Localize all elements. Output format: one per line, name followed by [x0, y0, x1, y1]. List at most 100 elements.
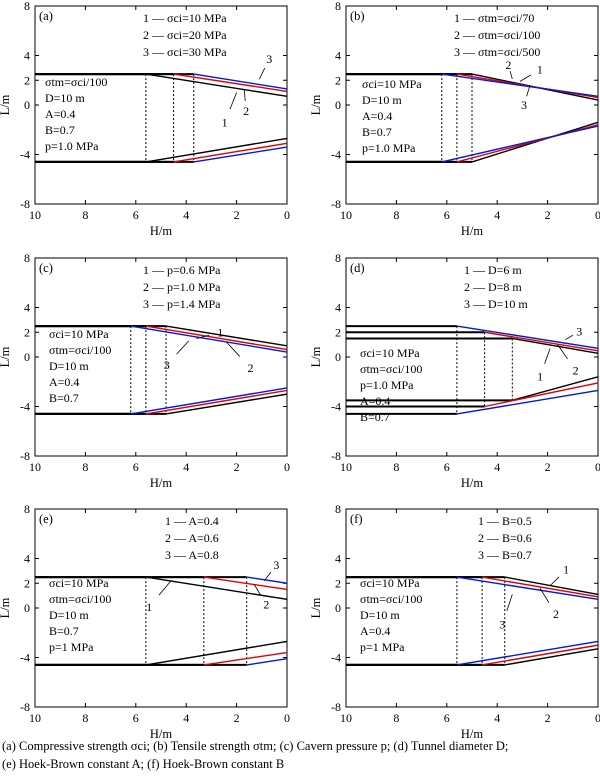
- x-tick-label: 2: [545, 460, 551, 474]
- y-tick-label: 4: [24, 301, 30, 315]
- legend-entry: 1 — A=0.4: [165, 514, 219, 528]
- parameter-text: σci=10 MPa: [360, 346, 420, 360]
- chart-panel-f: 8 4 2 0 -4 -810 8 6 4 2 0 H/m L/m (f) 1 2 3 1 — B=0.5 2 — …: [309, 502, 600, 741]
- y-tick-label: 8: [335, 0, 341, 13]
- series-3-upper-line: [193, 73, 288, 90]
- y-tick-label: 2: [24, 576, 30, 590]
- callout-label-2: 2: [505, 58, 511, 72]
- y-tick-label: -4: [20, 651, 30, 665]
- y-tick-label: 0: [335, 601, 341, 615]
- series-2-lower-line: [145, 389, 288, 415]
- y-tick-label: -8: [331, 197, 341, 211]
- y-tick-label: 0: [335, 98, 341, 112]
- parameter-text: p=1 MPa: [49, 640, 94, 654]
- chart-panel-b: 8 4 2 0 -4 -810 8 6 4 2 0 H/m L/m (b) 1 2 3 1 — σtm=σci/7…: [309, 0, 600, 238]
- series-2-upper-line: [481, 576, 599, 598]
- x-tick-label: 0: [595, 711, 600, 725]
- parameter-text: σtm=σci/100: [49, 592, 111, 606]
- parameter-text: B=0.7: [49, 391, 79, 405]
- x-tick-label: 6: [133, 208, 139, 222]
- x-tick-label: 8: [393, 208, 399, 222]
- series-1-lower-line: [145, 137, 288, 163]
- x-tick-label: 6: [444, 460, 450, 474]
- x-tick-label: 2: [545, 208, 551, 222]
- x-tick-label: 8: [393, 460, 399, 474]
- series-2-lower-line: [484, 382, 599, 408]
- series-3-lower-line: [456, 640, 599, 666]
- y-tick-label: -4: [20, 400, 30, 414]
- series-3-upper-line: [456, 325, 599, 350]
- parameter-text: σtm=σci/100: [360, 362, 422, 376]
- legend-entry: 3 — A=0.8: [165, 548, 219, 562]
- series-2-lower-line: [173, 142, 288, 163]
- y-tick-label: 4: [335, 301, 341, 315]
- panel-tag: (a): [39, 9, 53, 23]
- y-tick-label: 8: [335, 502, 341, 516]
- x-tick-label: 4: [494, 460, 500, 474]
- x-axis-label: H/m: [150, 727, 173, 741]
- caption-line-2: (e) Hoek-Brown constant A; (f) Hoek-Brow…: [2, 757, 285, 771]
- series-3-upper-line: [456, 576, 599, 601]
- x-tick-label: 0: [595, 460, 600, 474]
- x-tick-label: 10: [340, 711, 352, 725]
- x-axis-label: H/m: [461, 476, 484, 490]
- y-tick-label: 8: [24, 251, 30, 265]
- legend-entry: 1 — σci=10 MPa: [143, 11, 227, 25]
- callout-label-3: 3: [266, 52, 272, 66]
- parameter-text: p=1.0 MPa: [362, 141, 416, 155]
- y-axis-label: L/m: [0, 346, 12, 367]
- callout-label-2: 2: [263, 597, 269, 611]
- y-tick-label: -4: [331, 651, 341, 665]
- series-3-upper-line: [130, 325, 288, 353]
- figure-caption: (a) Compressive strength σci; (b) Tensil…: [2, 737, 598, 773]
- parameter-text: σci=10 MPa: [362, 77, 422, 91]
- x-tick-label: 0: [284, 460, 290, 474]
- y-tick-label: 0: [24, 350, 30, 364]
- panel-tag: (b): [350, 9, 365, 23]
- y-axis-label: L/m: [309, 346, 323, 367]
- y-tick-label: -4: [331, 400, 341, 414]
- parameter-text: D=10 m: [45, 91, 85, 105]
- panel-tag: (c): [39, 261, 53, 275]
- legend-entry: 1 — B=0.5: [478, 514, 532, 528]
- y-tick-label: -8: [20, 449, 30, 463]
- x-tick-label: 8: [393, 711, 399, 725]
- series-3-upper-line: [441, 73, 599, 98]
- x-tick-label: 4: [494, 208, 500, 222]
- parameter-text: p=1.0 MPa: [360, 378, 414, 392]
- callout-leader: [557, 344, 568, 360]
- y-tick-label: 2: [335, 325, 341, 339]
- x-tick-label: 6: [133, 460, 139, 474]
- legend-entry: 2 — σci=20 MPa: [143, 28, 227, 42]
- panel-tag: (e): [39, 512, 53, 526]
- y-tick-label: -4: [331, 148, 341, 162]
- legend-entry: 2 — σtm=σci/100: [454, 28, 540, 42]
- callout-leader: [176, 340, 190, 355]
- legend-entry: 3 — p=1.4 MPa: [143, 297, 221, 311]
- x-tick-label: 2: [234, 460, 240, 474]
- x-tick-label: 10: [29, 711, 41, 725]
- callout-leader: [509, 71, 513, 80]
- legend-entry: 2 — B=0.6: [478, 531, 532, 545]
- callout-label-3: 3: [499, 617, 505, 631]
- callout-leader: [549, 576, 560, 587]
- y-tick-label: 2: [335, 576, 341, 590]
- y-tick-label: 2: [335, 73, 341, 87]
- x-axis-label: H/m: [150, 476, 173, 490]
- chart-panel-e: 8 4 2 0 -4 -810 8 6 4 2 0 H/m L/m (e) 1 2 3 1 — A=0.4 2 — …: [0, 502, 290, 741]
- x-tick-label: 2: [234, 208, 240, 222]
- chart-panel-c: 8 4 2 0 -4 -810 8 6 4 2 0 H/m L/m (c) 1 2 3 1 — p=0.6 MPa…: [0, 251, 290, 490]
- legend-entry: 3 — B=0.7: [478, 548, 532, 562]
- y-tick-label: 0: [24, 601, 30, 615]
- parameter-text: D=10 m: [49, 608, 89, 622]
- x-axis-label: H/m: [150, 224, 173, 238]
- panel-tag: (d): [350, 261, 365, 275]
- parameter-text: B=0.7: [45, 123, 75, 137]
- x-tick-label: 8: [82, 460, 88, 474]
- series-3-upper-line: [246, 576, 288, 584]
- y-tick-label: 0: [24, 98, 30, 112]
- callout-leader: [264, 571, 272, 582]
- callout-leader: [506, 594, 513, 612]
- callout-label-1: 1: [222, 116, 228, 130]
- series-2-lower-line: [481, 644, 599, 666]
